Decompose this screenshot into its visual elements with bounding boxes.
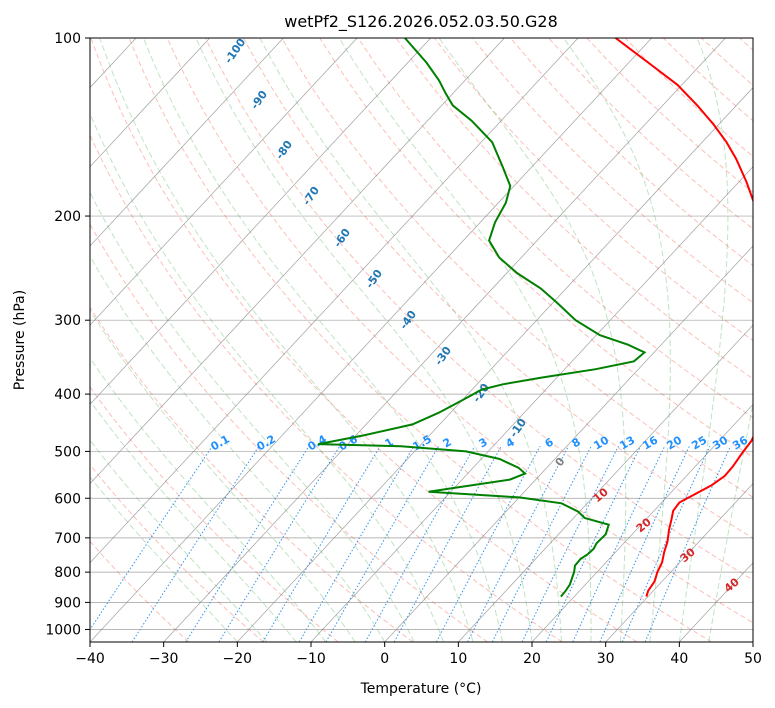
dry-adiabat-line (128, 38, 712, 642)
y-tick-label: 200 (54, 209, 81, 225)
moist-adiabat-line (338, 38, 592, 642)
moist-adiabat-line (90, 255, 386, 642)
isotherm-line (90, 38, 284, 247)
mixing-ratio-line (521, 445, 619, 642)
mixing-ratio-line (491, 445, 592, 642)
mixing-ratio-lines (90, 445, 731, 642)
moist-adiabat-line (90, 439, 268, 642)
x-axis-label: Temperature (°C) (360, 681, 482, 697)
moist-adiabat-line (90, 191, 415, 642)
dry-adiabat-line (357, 38, 753, 419)
y-tick-label: 1000 (45, 622, 81, 638)
isotherm-line (384, 245, 753, 642)
y-tick-label: 400 (54, 387, 81, 403)
dry-adiabat-line (281, 38, 753, 498)
dry-adiabat-line (90, 463, 264, 642)
dry-adiabat-line (90, 540, 190, 642)
dry-adiabat-line (472, 38, 753, 304)
dry-adiabat-line (319, 38, 753, 458)
moist-adiabats (90, 38, 753, 642)
x-tick-label: −40 (75, 651, 105, 667)
dry-adiabat-line (433, 38, 753, 342)
moist-adiabat-line (563, 38, 671, 642)
isotherm-line (90, 38, 652, 642)
x-tick-label: 30 (597, 651, 615, 667)
mixing-ratio-line (572, 445, 666, 642)
moist-adiabat-line (438, 38, 627, 642)
y-tick-label: 900 (54, 595, 81, 611)
moist-adiabat-line (90, 399, 297, 642)
moist-adiabat-line (708, 400, 753, 642)
isotherm-line (605, 483, 753, 642)
plot-frame (89, 37, 754, 643)
x-tick-label: 10 (449, 651, 467, 667)
mixing-ratio-line (325, 445, 440, 642)
mixing-ratio-line (90, 445, 213, 631)
isotherm-line (90, 38, 210, 168)
dewpoint-profile-line (318, 38, 647, 598)
isotherm-line (90, 38, 358, 326)
temperature-profile-line (614, 38, 753, 597)
dry-adiabat-line (166, 38, 753, 624)
dry-adiabat-line (90, 223, 488, 642)
mixing-ratio-line (599, 445, 690, 642)
isotherm-line (90, 38, 505, 485)
isotherm-line (531, 403, 753, 642)
x-tick-label: 50 (744, 651, 762, 667)
mixing-ratio-line (131, 445, 260, 642)
x-axis: −40 −30 −20 −10 0 10 20 30 40 50 (75, 642, 762, 667)
y-axis: 100 200 300 400 500 600 700 800 900 1000 (45, 31, 90, 638)
x-tick-label: −30 (149, 651, 179, 667)
plot-area: -100-90-80-70-60-50-40-30-20-10010203040… (90, 38, 753, 642)
moist-adiabat-line (143, 38, 503, 642)
isotherms (90, 38, 753, 642)
dry-adiabat-line (90, 133, 563, 642)
moist-adiabat-line (259, 38, 562, 642)
chart-title: wetPf2_S126.2026.052.03.50.G28 (284, 12, 558, 32)
mixing-ratio-line (364, 445, 476, 642)
mixing-ratio-line (393, 445, 502, 642)
moist-adiabat-line (90, 476, 238, 642)
dry-adiabat-line (90, 386, 339, 642)
mixing-ratio-line (644, 445, 731, 642)
moist-adiabat-line (90, 112, 445, 642)
x-tick-label: 20 (523, 651, 541, 667)
y-tick-label: 700 (54, 531, 81, 547)
dry-adiabat-line (90, 38, 638, 642)
moist-adiabat-line (90, 309, 356, 642)
isotherm-line (90, 38, 431, 405)
dry-adiabat-line (204, 38, 753, 581)
moist-adiabat-line (99, 38, 474, 642)
moist-adiabat-line (195, 38, 533, 642)
isotherm-line (310, 166, 753, 642)
mixing-ratio-line (545, 445, 642, 642)
moist-adiabat-line (678, 38, 729, 642)
mixing-ratio-line (298, 445, 415, 642)
y-tick-label: 500 (54, 444, 81, 460)
y-tick-label: 300 (54, 313, 81, 329)
x-tick-label: −20 (223, 651, 253, 667)
isobars (90, 215, 753, 630)
x-tick-label: −10 (296, 651, 326, 667)
y-tick-label: 800 (54, 565, 81, 581)
y-axis-label: Pressure (hPa) (12, 290, 28, 390)
isotherm-line (90, 38, 579, 564)
mixing-ratio-line (621, 445, 711, 642)
x-tick-label: 40 (670, 651, 688, 667)
isotherm-line (237, 87, 753, 642)
y-tick-label: 600 (54, 491, 81, 507)
y-tick-label: 100 (54, 31, 81, 47)
x-tick-label: 0 (380, 651, 389, 667)
mixing-ratio-line (262, 445, 381, 642)
isotherm-line (458, 324, 753, 642)
isotherm-line (163, 38, 726, 642)
mixing-ratio-line (185, 445, 310, 642)
